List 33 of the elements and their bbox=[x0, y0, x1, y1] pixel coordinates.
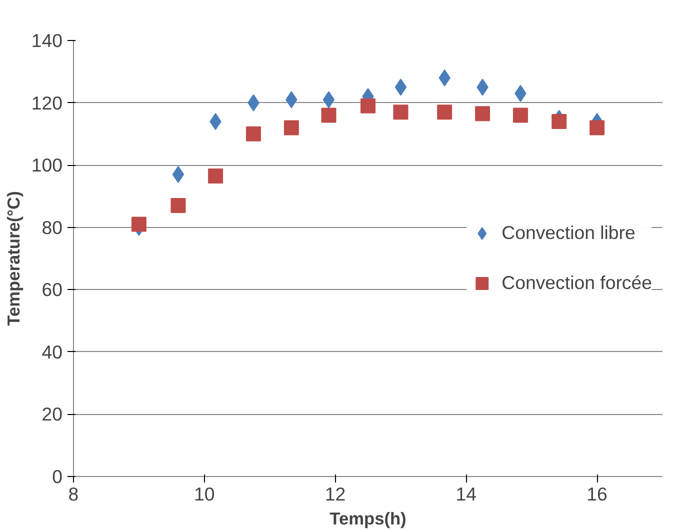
y-tick-label: 40 bbox=[42, 341, 63, 362]
point bbox=[208, 168, 224, 184]
point bbox=[322, 91, 335, 108]
point bbox=[360, 98, 376, 114]
legend-label: Convection forcée bbox=[502, 272, 652, 294]
point bbox=[394, 78, 407, 96]
point bbox=[321, 108, 336, 123]
point bbox=[552, 114, 567, 129]
point bbox=[131, 216, 146, 232]
y-tick-label: 0 bbox=[52, 466, 63, 487]
point bbox=[172, 166, 184, 183]
point bbox=[590, 120, 605, 136]
x-tick-label: 10 bbox=[194, 484, 215, 504]
x-axis-title: Temps(h) bbox=[330, 508, 406, 528]
x-tick-label: 8 bbox=[68, 484, 79, 504]
y-tick-label: 140 bbox=[31, 30, 63, 51]
point bbox=[475, 106, 490, 122]
point bbox=[246, 126, 261, 142]
y-tick-label: 100 bbox=[31, 154, 63, 176]
y-tick-label: 120 bbox=[31, 92, 63, 114]
point bbox=[512, 108, 528, 123]
point bbox=[170, 198, 186, 214]
x-tick-label: 12 bbox=[324, 484, 346, 504]
y-tick-label: 20 bbox=[42, 404, 63, 425]
x-tick-label: 14 bbox=[456, 484, 477, 504]
y-tick-label: 60 bbox=[42, 279, 63, 300]
point bbox=[284, 120, 299, 136]
y-tick-label: 80 bbox=[42, 216, 63, 238]
y-axis-title: Temperature(°C) bbox=[3, 191, 24, 326]
point bbox=[437, 104, 452, 120]
legend-label: Convection libre bbox=[502, 222, 636, 244]
point bbox=[393, 104, 408, 120]
x-tick-label: 16 bbox=[586, 484, 608, 504]
